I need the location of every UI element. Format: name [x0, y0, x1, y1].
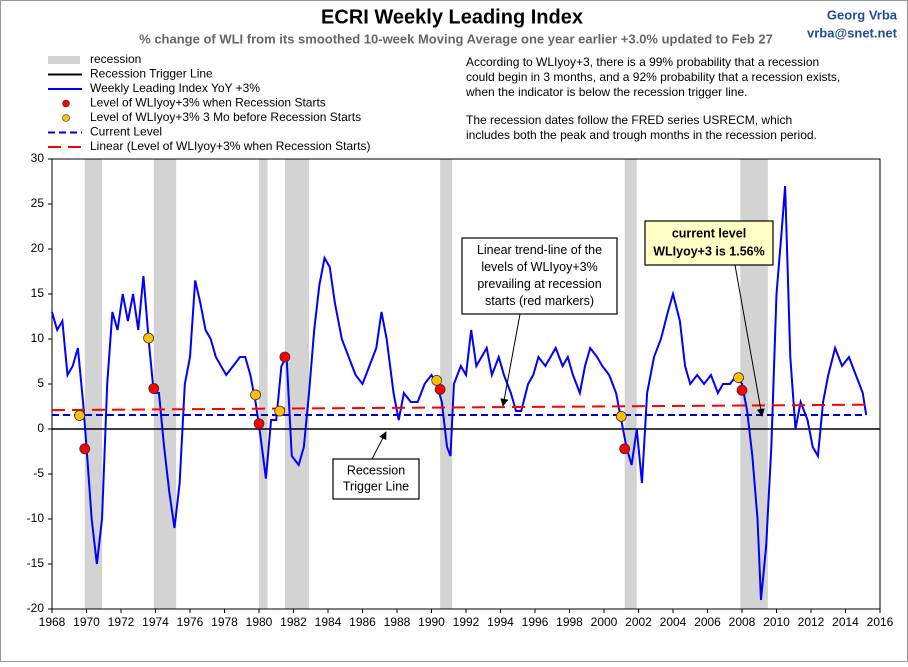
marker — [733, 372, 744, 384]
marker — [274, 405, 286, 417]
x-tick-label: 1990 — [418, 615, 445, 629]
callout-text: Linear trend-line of the — [477, 243, 602, 257]
callout-text: levels of WLIyoy+3% — [481, 260, 597, 274]
recession-band — [259, 159, 268, 609]
legend-marker — [62, 114, 70, 122]
y-tick-label: 5 — [37, 376, 44, 390]
legend-label: Recession Trigger Line — [90, 67, 213, 81]
legend-label: Linear (Level of WLIyoy+3% when Recessio… — [90, 139, 370, 153]
x-tick-label: 1968 — [39, 615, 66, 629]
x-tick-label: 2004 — [660, 615, 687, 629]
callout-text: prevailing at recession — [477, 277, 601, 291]
marker — [434, 383, 446, 395]
author: Georg Vrba — [827, 7, 898, 22]
callout-box — [332, 458, 420, 500]
note: According to WLIyoy+3, there is a 99% pr… — [466, 55, 819, 69]
callout-arrow — [734, 264, 765, 417]
callout-text: Recession — [347, 463, 405, 477]
y-tick-label: -10 — [27, 511, 45, 525]
y-tick-label: 0 — [37, 421, 44, 435]
y-tick-label: -15 — [27, 556, 45, 570]
y-tick-label: 10 — [31, 331, 45, 345]
marker — [431, 374, 443, 386]
x-tick-label: 1998 — [556, 615, 583, 629]
legend-label: Level of WLIyoy+3% when Recession Starts — [90, 96, 326, 110]
x-tick-label: 1982 — [280, 615, 307, 629]
recession-band — [440, 159, 453, 609]
x-tick-label: 2016 — [867, 615, 894, 629]
x-tick-label: 1988 — [384, 615, 411, 629]
y-tick-label: 20 — [31, 241, 45, 255]
marker — [279, 351, 291, 363]
x-tick-label: 1970 — [73, 615, 100, 629]
x-tick-label: 2012 — [798, 615, 825, 629]
callout-text: Trigger Line — [343, 479, 409, 493]
legend-label: Level of WLIyoy+3% 3 Mo before Recession… — [90, 110, 361, 124]
x-tick-label: 2006 — [694, 615, 721, 629]
marker — [79, 443, 91, 455]
marker — [143, 332, 155, 344]
callout-box — [644, 220, 774, 266]
legend-marker — [62, 99, 70, 108]
note: The recession dates follow the FRED seri… — [466, 113, 792, 127]
legend-label: Current Level — [90, 125, 162, 139]
chart-subtitle: % change of WLI from its smoothed 10-wee… — [139, 31, 773, 46]
note: could begin in 3 months, and a 92% proba… — [466, 70, 840, 84]
note: when the indicator is below the recessio… — [465, 85, 747, 99]
legend-label: recession — [90, 52, 141, 66]
recession-band — [624, 159, 637, 609]
note: includes both the peak and trough months… — [466, 128, 817, 142]
marker — [619, 443, 631, 455]
marker — [253, 418, 265, 430]
x-tick-label: 1980 — [246, 615, 273, 629]
callout-arrow — [371, 431, 387, 460]
x-tick-label: 1986 — [349, 615, 376, 629]
x-tick-label: 1994 — [487, 615, 514, 629]
callout-arrow — [500, 313, 521, 407]
x-tick-label: 1974 — [142, 615, 169, 629]
x-tick-label: 2008 — [729, 615, 756, 629]
x-tick-label: 1972 — [108, 615, 135, 629]
x-tick-label: 1976 — [177, 615, 204, 629]
legend-swatch — [48, 56, 80, 64]
y-tick-label: 15 — [31, 286, 45, 300]
marker — [148, 383, 160, 394]
legend-label: Weekly Leading Index YoY +3% — [90, 81, 260, 95]
x-tick-label: 2014 — [832, 615, 859, 629]
recession-band — [153, 159, 177, 609]
chart-title: ECRI Weekly Leading Index — [321, 6, 583, 28]
y-tick-label: 30 — [31, 151, 45, 165]
y-tick-label: -5 — [33, 466, 44, 480]
x-tick-label: 1984 — [315, 615, 342, 629]
callout-box — [461, 237, 618, 315]
callout-text: starts (red markers) — [485, 294, 594, 308]
x-tick-label: 2000 — [591, 615, 618, 629]
x-tick-label: 2002 — [625, 615, 652, 629]
marker — [736, 384, 748, 396]
author-email: vrba@snet.net — [807, 25, 898, 40]
x-tick-label: 1996 — [522, 615, 549, 629]
callout-text: current level — [672, 226, 746, 240]
callout-text: WLIyoy+3 is 1.56% — [653, 244, 765, 258]
y-tick-label: -20 — [27, 601, 45, 615]
x-tick-label: 1978 — [211, 615, 238, 629]
x-tick-label: 1992 — [453, 615, 480, 629]
marker — [74, 410, 85, 421]
y-tick-label: 25 — [31, 196, 45, 210]
marker — [615, 410, 627, 422]
marker — [250, 389, 261, 401]
series-line — [51, 403, 867, 412]
x-tick-label: 2010 — [763, 615, 790, 629]
